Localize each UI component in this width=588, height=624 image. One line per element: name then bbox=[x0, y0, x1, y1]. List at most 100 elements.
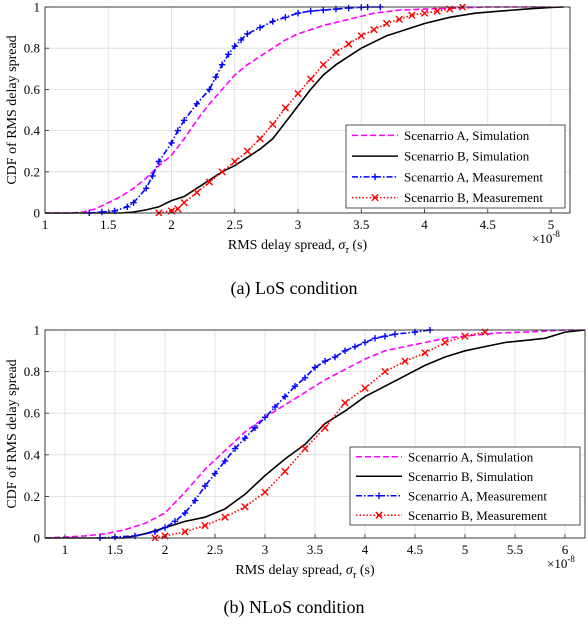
data-point bbox=[311, 364, 319, 371]
chart-nlos: 1 1.5 2 2.5 3 3.5 4 4.5 5 5.5 6 0 0.2 0.4 0.6 0.8 1 RMS d… bbox=[5, 323, 586, 581]
data-point bbox=[256, 24, 264, 31]
x-tick-label: 2.5 bbox=[227, 217, 243, 232]
data-point bbox=[321, 424, 329, 432]
series-line bbox=[99, 329, 431, 539]
data-point bbox=[294, 9, 302, 17]
x-tick-label: 4 bbox=[421, 217, 428, 232]
data-point bbox=[261, 414, 269, 421]
data-point bbox=[231, 157, 239, 166]
x-tick-label: 5 bbox=[548, 217, 555, 232]
data-point bbox=[237, 36, 245, 44]
data-point bbox=[191, 497, 199, 504]
x-tick-label: 2 bbox=[168, 217, 175, 232]
series-line bbox=[45, 6, 564, 214]
data-point bbox=[181, 509, 189, 517]
x-tick-label: 2.5 bbox=[207, 542, 223, 557]
y-tick-label: 0.6 bbox=[24, 82, 41, 97]
data-point bbox=[206, 86, 213, 93]
x-tick-label: 1.5 bbox=[100, 217, 116, 232]
data-point bbox=[351, 343, 359, 350]
data-point bbox=[124, 203, 131, 211]
legend-marker bbox=[371, 193, 379, 202]
data-point bbox=[174, 205, 182, 213]
data-point bbox=[381, 333, 389, 340]
data-point bbox=[269, 18, 276, 25]
data-point bbox=[193, 100, 201, 108]
data-point bbox=[381, 367, 389, 376]
data-point bbox=[421, 349, 429, 357]
x-axis-label: RMS delay spread, στ (s) bbox=[235, 563, 375, 581]
data-point bbox=[344, 40, 353, 48]
data-point bbox=[98, 208, 106, 216]
data-point bbox=[281, 104, 290, 112]
data-point bbox=[261, 488, 269, 496]
data-point bbox=[130, 199, 137, 206]
data-point bbox=[205, 178, 214, 186]
x-tick-label: 3 bbox=[262, 542, 269, 557]
x-tick-label: 1.5 bbox=[107, 542, 123, 557]
data-point bbox=[341, 399, 349, 407]
y-tick-label: 0 bbox=[34, 206, 41, 221]
data-point bbox=[281, 393, 289, 400]
data-point bbox=[151, 528, 159, 535]
data-point bbox=[271, 403, 279, 411]
x-tick-label: 3.5 bbox=[353, 217, 369, 232]
data-point bbox=[320, 6, 327, 14]
data-point bbox=[282, 14, 289, 21]
data-point bbox=[306, 75, 315, 83]
data-point bbox=[294, 89, 302, 98]
x-scale-factor: ×10-8 bbox=[547, 554, 575, 571]
data-point bbox=[155, 158, 163, 165]
x-tick-label: 3.5 bbox=[307, 542, 323, 557]
chart-los: 1 1.5 2 2.5 3 3.5 4 4.5 5 0 0.2 0.4 0.6 0.8 1 RMS delay… bbox=[5, 0, 571, 256]
data-point bbox=[201, 521, 209, 530]
data-point bbox=[181, 528, 189, 536]
legend: Scenarrio A, Simulation Scenarrio B, Simu… bbox=[345, 124, 566, 209]
data-point bbox=[231, 42, 238, 50]
data-point bbox=[281, 467, 289, 476]
data-point bbox=[307, 7, 314, 15]
y-axis-label: CDF of RMS delay spread bbox=[5, 359, 20, 508]
data-point bbox=[221, 513, 229, 521]
data-point bbox=[391, 330, 399, 338]
y-tick-label: 1 bbox=[34, 323, 41, 338]
data-point bbox=[269, 120, 277, 129]
data-point bbox=[361, 339, 369, 346]
data-point bbox=[401, 357, 409, 365]
data-point bbox=[201, 482, 209, 490]
y-tick-label: 0 bbox=[34, 531, 41, 546]
series-1 bbox=[45, 6, 551, 214]
data-point bbox=[180, 117, 188, 124]
x-tick-label: 2 bbox=[162, 542, 169, 557]
data-point bbox=[301, 444, 309, 453]
data-point bbox=[174, 127, 182, 134]
data-point bbox=[256, 135, 264, 143]
x-tick-label: 5 bbox=[462, 542, 469, 557]
data-point bbox=[193, 188, 201, 197]
caption-b: (b) NLoS condition bbox=[223, 597, 365, 617]
data-point bbox=[211, 470, 219, 477]
data-point bbox=[231, 445, 239, 452]
data-point bbox=[382, 19, 391, 28]
data-point bbox=[420, 9, 429, 17]
data-point bbox=[243, 147, 252, 155]
data-point bbox=[161, 524, 169, 531]
legend-label: Scenarrio B, Simulation bbox=[408, 469, 534, 484]
legend-box bbox=[345, 124, 566, 209]
data-point bbox=[241, 503, 249, 511]
data-point bbox=[291, 382, 299, 390]
x-scale-factor: ×10-8 bbox=[532, 229, 560, 246]
legend-label: Scenarrio A, Measurement bbox=[408, 488, 547, 503]
series-2 bbox=[45, 6, 564, 214]
legend-label: Scenarrio A, Simulation bbox=[408, 449, 534, 464]
y-tick-label: 0.2 bbox=[24, 489, 40, 504]
data-point bbox=[433, 7, 441, 15]
legend-marker bbox=[371, 173, 379, 181]
data-point bbox=[331, 353, 339, 361]
data-point bbox=[357, 32, 365, 40]
data-point bbox=[408, 11, 416, 19]
caption-a: (a) LoS condition bbox=[230, 278, 358, 298]
x-axis-label: RMS delay spread, στ (s) bbox=[228, 238, 368, 256]
series-line bbox=[45, 6, 551, 214]
